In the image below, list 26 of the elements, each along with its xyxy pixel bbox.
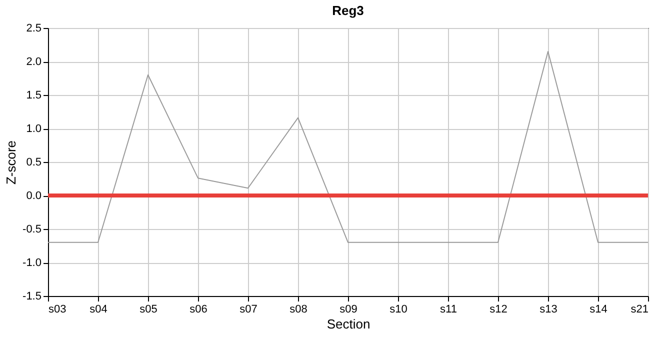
x-tick-label: s09 xyxy=(340,304,358,316)
y-tick-label: 1.5 xyxy=(26,90,42,102)
x-tick-label: s03 xyxy=(48,304,66,316)
x-axis-title: Section xyxy=(326,316,370,332)
x-tick-label: s21 xyxy=(630,304,648,316)
x-tick-label: s13 xyxy=(540,304,558,316)
x-tick-label: s05 xyxy=(140,304,158,316)
line-series xyxy=(48,50,648,243)
y-tick-label: -0.5 xyxy=(22,224,42,236)
y-tick-label: 0.0 xyxy=(26,190,42,202)
y-axis-title: Z-score xyxy=(4,140,19,185)
y-tick-label: 2.0 xyxy=(26,56,42,68)
y-tick-label: 2.5 xyxy=(26,22,42,34)
x-tick-label: s14 xyxy=(590,304,608,316)
y-tick-label: 0.5 xyxy=(26,156,42,168)
x-tick-label: s08 xyxy=(290,304,308,316)
y-tick-label: 1.0 xyxy=(26,123,42,135)
y-tick-label: -1.5 xyxy=(22,290,42,302)
x-tick-label: s04 xyxy=(90,304,108,316)
y-tick-label: -1.0 xyxy=(22,257,42,269)
chart-title: Reg3 xyxy=(332,3,364,18)
x-tick-label: s06 xyxy=(190,304,208,316)
x-tick-label: s07 xyxy=(240,304,258,316)
x-tick-label: s10 xyxy=(390,304,408,316)
x-tick-label: s11 xyxy=(440,304,457,316)
x-tick-label: s12 xyxy=(490,304,508,316)
